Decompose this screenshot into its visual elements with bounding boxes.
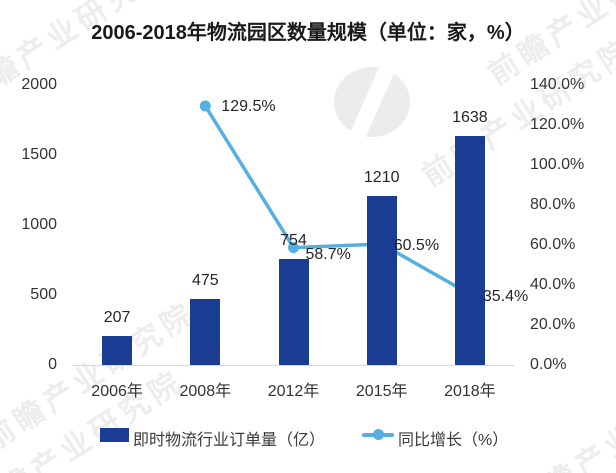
x-axis-tick: 2018年	[444, 383, 496, 400]
line-value-label: 129.5%	[221, 98, 276, 115]
chart-title: 2006-2018年物流园区数量规模（单位：家，%）	[91, 22, 525, 44]
y-axis-right-tick: 120.0%	[530, 116, 585, 133]
bar-value-label: 1210	[363, 168, 400, 186]
bar-value-label: 754	[280, 232, 307, 250]
line-value-label: 60.5%	[393, 237, 440, 254]
bar-2006年	[102, 336, 133, 365]
growth-line	[203, 105, 471, 296]
y-axis-right-tick: 0.0%	[530, 356, 567, 373]
bar-value-label: 1638	[452, 108, 488, 126]
y-axis-right-tick: 20.0%	[530, 316, 576, 333]
bar-2008年	[190, 298, 221, 365]
bar-2015年	[366, 195, 397, 365]
bar-2018年	[454, 135, 485, 365]
y-axis-right-tick: 40.0%	[530, 276, 576, 293]
x-axis-line	[73, 365, 514, 366]
y-axis-left-tick: 1000	[21, 216, 57, 233]
line-value-label: 35.4%	[482, 288, 529, 306]
y-axis-right-tick: 140.0%	[530, 76, 585, 93]
y-axis-right-tick: 80.0%	[530, 196, 576, 213]
y-axis-right-tick: 60.0%	[530, 236, 576, 253]
bar-value-label: 207	[103, 309, 131, 327]
x-axis-tick: 2008年	[179, 383, 232, 400]
y-axis-left-tick: 500	[30, 286, 57, 303]
y-axis-right-tick: 100.0%	[530, 156, 585, 173]
line-value-label: 58.7%	[305, 245, 351, 263]
x-axis-tick: 2012年	[267, 383, 320, 400]
x-axis-tick: 2006年	[91, 383, 143, 400]
x-axis-tick: 2015年	[355, 383, 408, 400]
y-axis-left-tick: 2000	[21, 76, 57, 93]
line-point	[199, 100, 211, 112]
y-axis-left-tick: 1500	[21, 146, 57, 163]
bar-2012年	[278, 259, 309, 365]
bar-value-label: 475	[191, 271, 219, 289]
y-axis-left-tick: 0	[48, 356, 57, 373]
